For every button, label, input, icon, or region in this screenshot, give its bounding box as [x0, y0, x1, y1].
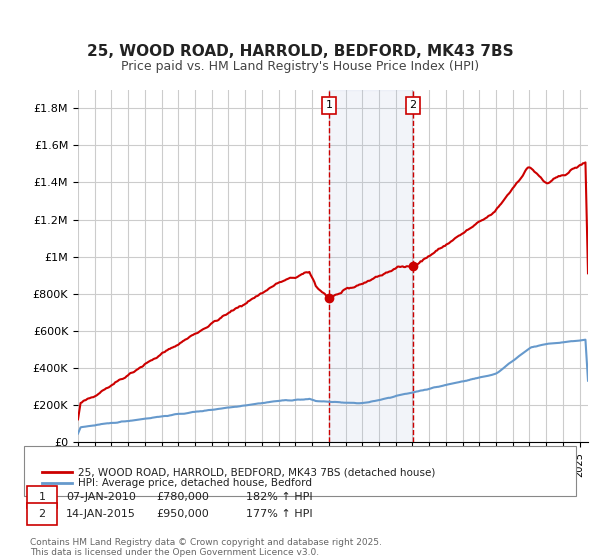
Text: 182% ↑ HPI: 182% ↑ HPI	[246, 492, 313, 502]
Text: HPI: Average price, detached house, Bedford: HPI: Average price, detached house, Bedf…	[78, 478, 312, 488]
Text: Contains HM Land Registry data © Crown copyright and database right 2025.
This d: Contains HM Land Registry data © Crown c…	[30, 538, 382, 557]
Bar	[329, 90, 413, 442]
Text: 07-JAN-2010: 07-JAN-2010	[66, 492, 136, 502]
Text: 177% ↑ HPI: 177% ↑ HPI	[246, 509, 313, 519]
Text: 14-JAN-2015: 14-JAN-2015	[66, 509, 136, 519]
Text: 2: 2	[410, 100, 416, 110]
Text: £780,000: £780,000	[156, 492, 209, 502]
Text: 25, WOOD ROAD, HARROLD, BEDFORD, MK43 7BS (detached house): 25, WOOD ROAD, HARROLD, BEDFORD, MK43 7B…	[78, 467, 436, 477]
Text: £950,000: £950,000	[156, 509, 209, 519]
Text: 1: 1	[38, 492, 46, 502]
Text: Price paid vs. HM Land Registry's House Price Index (HPI): Price paid vs. HM Land Registry's House …	[121, 60, 479, 73]
Text: 2: 2	[38, 509, 46, 519]
Text: 1: 1	[326, 100, 333, 110]
Text: 25, WOOD ROAD, HARROLD, BEDFORD, MK43 7BS: 25, WOOD ROAD, HARROLD, BEDFORD, MK43 7B…	[86, 44, 514, 59]
